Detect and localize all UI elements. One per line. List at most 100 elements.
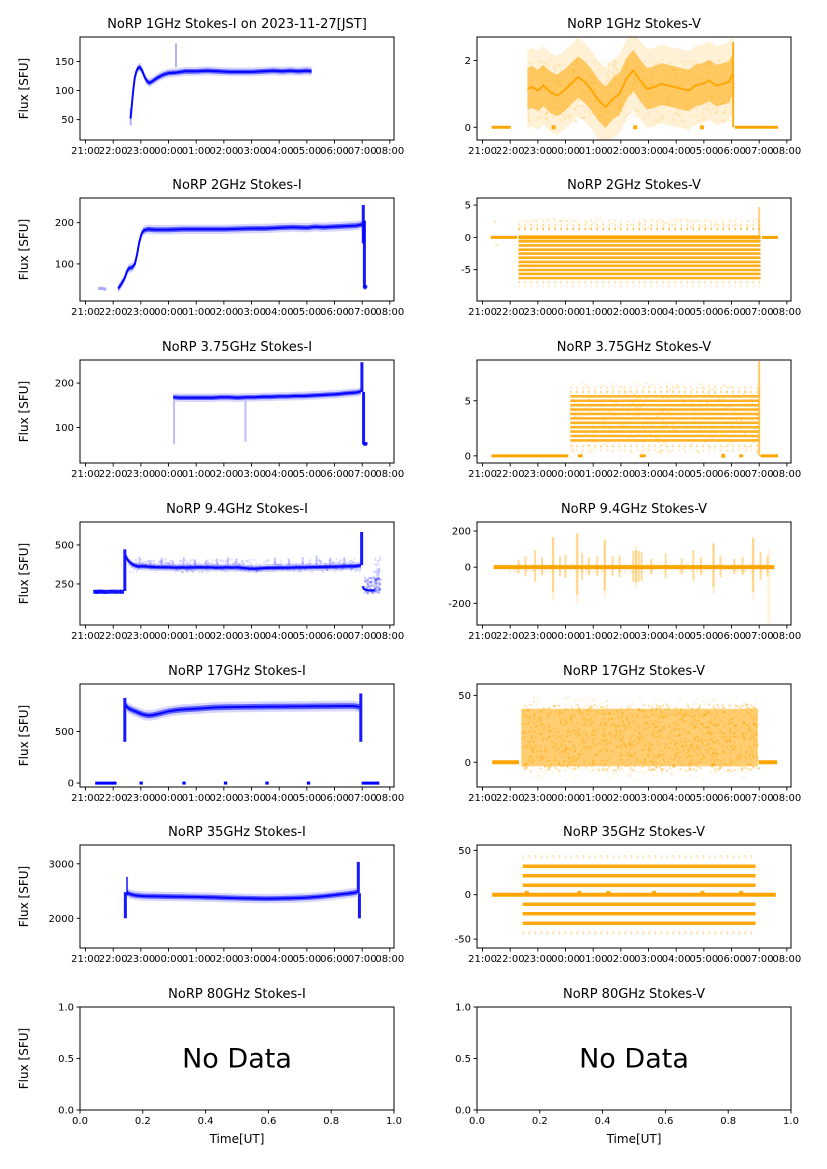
series-dot — [742, 736, 745, 739]
series-dot — [581, 571, 584, 574]
plot-border — [79, 359, 395, 464]
series-dot — [678, 740, 681, 743]
series-dot — [750, 729, 753, 732]
series-dot — [727, 443, 730, 446]
series-dot — [727, 568, 730, 571]
series-dot — [740, 567, 743, 570]
series-dot — [110, 589, 115, 594]
series-dot — [531, 736, 534, 739]
series-dot — [659, 412, 662, 415]
series-dot — [572, 769, 575, 772]
series-dot — [627, 774, 630, 777]
series-dot — [698, 401, 701, 404]
series-dot — [595, 753, 598, 756]
series-dot — [558, 710, 561, 713]
series-dot — [604, 707, 607, 710]
series-dot — [180, 566, 183, 569]
no-data-label: No Data — [182, 1044, 292, 1075]
series-dot — [722, 716, 725, 719]
y-tick-label: 150 — [55, 57, 74, 68]
series-dot — [643, 420, 646, 423]
series-dot — [558, 735, 561, 738]
series-dot — [572, 759, 575, 762]
series-dot — [710, 437, 713, 440]
series-dot — [724, 564, 727, 567]
series-dot — [723, 726, 725, 729]
series-dot — [745, 223, 748, 226]
series-dot — [611, 432, 614, 435]
series-dot — [536, 756, 539, 759]
series-dot — [700, 386, 703, 389]
series-dot — [734, 749, 737, 752]
series-dot — [177, 566, 180, 569]
series-dot — [656, 761, 658, 764]
x-tick-label: 23:00 — [523, 793, 552, 804]
series-dot — [630, 743, 633, 746]
series-dot — [670, 566, 673, 569]
series-dot — [594, 762, 597, 765]
series-dot — [708, 744, 711, 747]
no-data-label: No Data — [579, 1044, 689, 1075]
series-dot — [669, 414, 672, 417]
series-dot — [644, 744, 647, 747]
series-dot — [654, 725, 657, 728]
series-dot — [657, 451, 660, 454]
series-dot — [722, 739, 725, 742]
series-dot — [713, 731, 716, 734]
series-dot — [686, 386, 689, 389]
series-dot — [603, 718, 606, 721]
series-dot — [324, 563, 327, 566]
series-dot — [293, 568, 296, 571]
series-dot — [335, 558, 338, 561]
series-dot — [529, 732, 532, 735]
series-dot — [554, 766, 557, 769]
series-dot — [614, 414, 617, 417]
series-dot — [532, 223, 535, 226]
series-dot — [700, 723, 703, 726]
series-dot — [680, 708, 682, 711]
series-dot — [532, 740, 535, 743]
series-dot — [729, 728, 732, 731]
series-dot — [287, 563, 290, 566]
series-dot — [752, 569, 755, 572]
series-dot — [692, 769, 695, 772]
series-dot — [629, 775, 631, 778]
series-dot — [747, 739, 750, 742]
series-dot — [703, 735, 706, 738]
series-dot — [572, 451, 575, 454]
series-dot — [721, 733, 723, 736]
x-tick-label: 06:00 — [717, 954, 746, 965]
series-dot — [713, 718, 716, 721]
series-dot — [732, 439, 735, 442]
series-dot — [602, 709, 605, 712]
series-dot — [329, 558, 331, 561]
series-dot — [378, 570, 381, 573]
series-dot — [562, 754, 565, 757]
series-dot — [376, 571, 379, 574]
series-dot — [633, 753, 636, 756]
series-dot — [617, 766, 620, 768]
series-dot — [545, 751, 548, 754]
series-dot — [318, 560, 321, 562]
series-dot — [697, 754, 700, 757]
series-dot — [565, 114, 568, 117]
series-dot — [602, 426, 605, 429]
series-dot — [696, 745, 699, 748]
series-dot — [716, 109, 719, 112]
series-dot — [743, 567, 746, 570]
series-dot — [614, 729, 617, 732]
series-dot — [532, 750, 535, 753]
series-dot — [563, 756, 566, 759]
series-dot — [659, 104, 662, 107]
series-dot — [647, 452, 650, 455]
series-dot — [627, 113, 630, 115]
series-dot — [651, 564, 654, 566]
series-dot — [585, 571, 588, 574]
series-dot — [692, 759, 695, 762]
series-dot — [638, 696, 641, 699]
x-tick-label: 07:00 — [348, 631, 377, 642]
series-dot — [688, 711, 691, 714]
series-dot — [692, 715, 695, 718]
series-dot — [544, 749, 547, 752]
series-dot — [521, 564, 524, 567]
